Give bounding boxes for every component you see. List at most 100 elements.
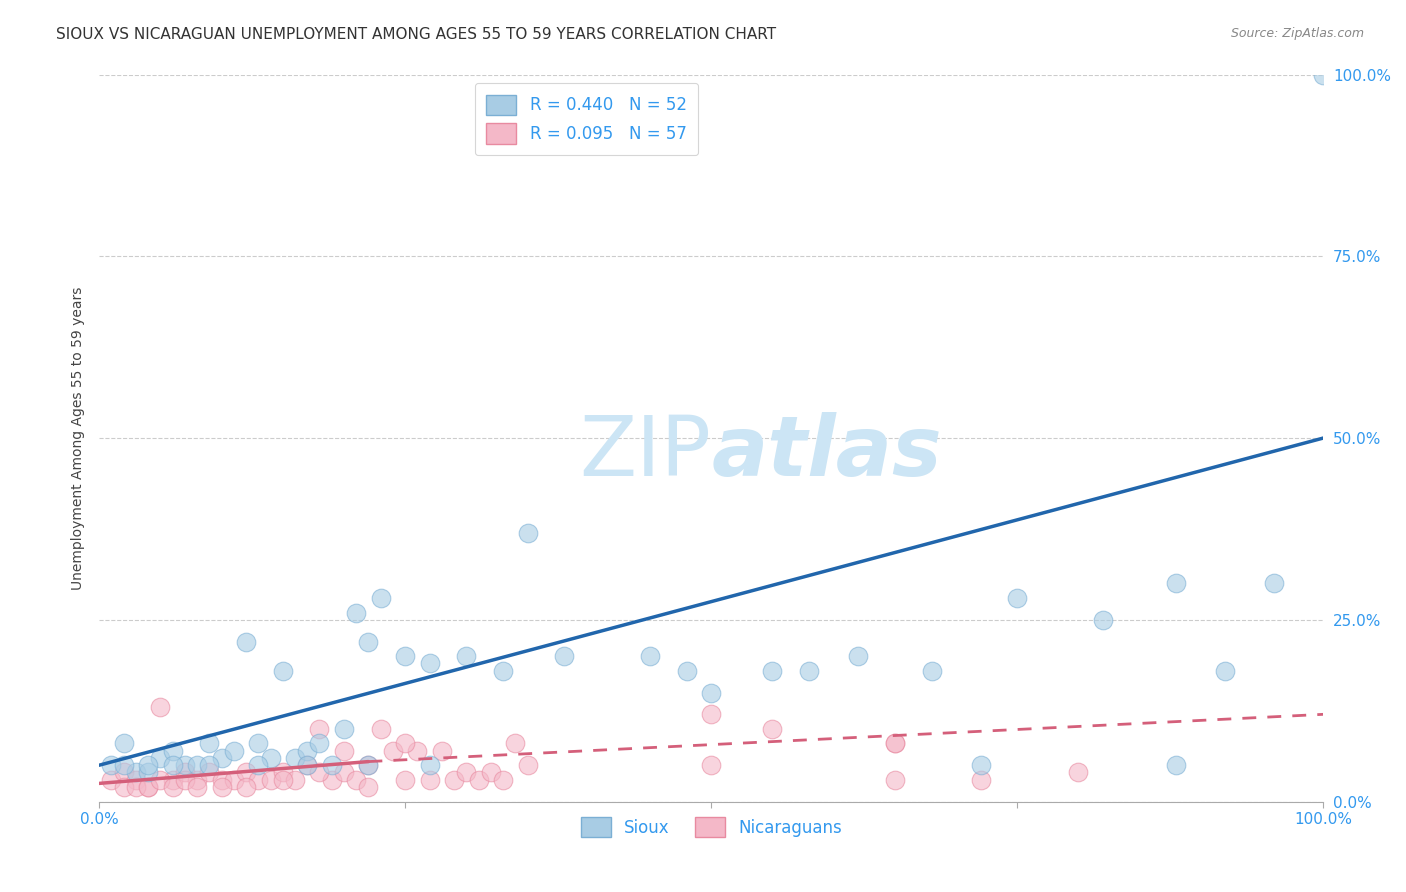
Point bbox=[761, 664, 783, 678]
Point bbox=[370, 591, 392, 605]
Text: ZIP: ZIP bbox=[579, 412, 711, 493]
Point bbox=[394, 649, 416, 664]
Point bbox=[125, 765, 148, 780]
Point bbox=[112, 736, 135, 750]
Point bbox=[381, 744, 404, 758]
Point bbox=[883, 772, 905, 787]
Point bbox=[186, 772, 208, 787]
Point bbox=[969, 758, 991, 772]
Text: atlas: atlas bbox=[711, 412, 942, 493]
Point bbox=[357, 634, 380, 648]
Point bbox=[406, 744, 429, 758]
Point bbox=[675, 664, 697, 678]
Point bbox=[344, 772, 367, 787]
Point bbox=[357, 758, 380, 772]
Point bbox=[357, 780, 380, 794]
Point bbox=[1215, 664, 1237, 678]
Point bbox=[211, 772, 233, 787]
Point bbox=[297, 758, 319, 772]
Point bbox=[297, 758, 319, 772]
Point bbox=[235, 634, 257, 648]
Legend: Sioux, Nicaraguans: Sioux, Nicaraguans bbox=[574, 811, 848, 844]
Point bbox=[186, 758, 208, 772]
Point bbox=[247, 736, 270, 750]
Point bbox=[235, 765, 257, 780]
Point bbox=[297, 744, 319, 758]
Point bbox=[700, 707, 723, 722]
Point bbox=[308, 722, 330, 736]
Point bbox=[553, 649, 575, 664]
Point bbox=[761, 722, 783, 736]
Point bbox=[173, 758, 195, 772]
Point bbox=[271, 664, 294, 678]
Point bbox=[492, 772, 515, 787]
Point bbox=[308, 736, 330, 750]
Point bbox=[211, 780, 233, 794]
Point bbox=[100, 772, 122, 787]
Point bbox=[149, 751, 172, 765]
Point bbox=[516, 525, 538, 540]
Point bbox=[370, 722, 392, 736]
Point bbox=[112, 758, 135, 772]
Point bbox=[149, 772, 172, 787]
Point bbox=[357, 758, 380, 772]
Point bbox=[700, 685, 723, 699]
Point bbox=[394, 736, 416, 750]
Point bbox=[284, 772, 307, 787]
Point bbox=[136, 780, 159, 794]
Point bbox=[235, 780, 257, 794]
Point bbox=[467, 772, 489, 787]
Point bbox=[1312, 68, 1334, 82]
Point bbox=[492, 664, 515, 678]
Point bbox=[419, 657, 441, 671]
Point bbox=[198, 765, 221, 780]
Point bbox=[222, 744, 245, 758]
Y-axis label: Unemployment Among Ages 55 to 59 years: Unemployment Among Ages 55 to 59 years bbox=[72, 286, 86, 590]
Point bbox=[1166, 576, 1188, 591]
Point bbox=[883, 736, 905, 750]
Text: SIOUX VS NICARAGUAN UNEMPLOYMENT AMONG AGES 55 TO 59 YEARS CORRELATION CHART: SIOUX VS NICARAGUAN UNEMPLOYMENT AMONG A… bbox=[56, 27, 776, 42]
Point bbox=[112, 780, 135, 794]
Point bbox=[1091, 613, 1114, 627]
Point bbox=[162, 744, 184, 758]
Point bbox=[419, 772, 441, 787]
Point bbox=[443, 772, 465, 787]
Point bbox=[198, 736, 221, 750]
Point bbox=[247, 758, 270, 772]
Point bbox=[921, 664, 943, 678]
Point bbox=[321, 758, 343, 772]
Point bbox=[125, 780, 148, 794]
Point bbox=[136, 758, 159, 772]
Point bbox=[321, 772, 343, 787]
Point bbox=[344, 606, 367, 620]
Point bbox=[149, 700, 172, 714]
Point bbox=[136, 780, 159, 794]
Point bbox=[271, 765, 294, 780]
Point bbox=[186, 780, 208, 794]
Point bbox=[333, 765, 356, 780]
Point bbox=[222, 772, 245, 787]
Point bbox=[456, 649, 478, 664]
Point bbox=[136, 765, 159, 780]
Point bbox=[162, 772, 184, 787]
Point bbox=[259, 751, 281, 765]
Point bbox=[700, 758, 723, 772]
Point bbox=[308, 765, 330, 780]
Point bbox=[333, 744, 356, 758]
Point bbox=[112, 765, 135, 780]
Point bbox=[797, 664, 820, 678]
Point bbox=[430, 744, 453, 758]
Point bbox=[162, 758, 184, 772]
Point bbox=[1166, 758, 1188, 772]
Point bbox=[173, 772, 195, 787]
Point bbox=[162, 780, 184, 794]
Point bbox=[259, 772, 281, 787]
Point bbox=[638, 649, 661, 664]
Point bbox=[284, 751, 307, 765]
Point bbox=[173, 765, 195, 780]
Point bbox=[100, 758, 122, 772]
Point bbox=[419, 758, 441, 772]
Point bbox=[1263, 576, 1285, 591]
Point bbox=[846, 649, 869, 664]
Point bbox=[505, 736, 527, 750]
